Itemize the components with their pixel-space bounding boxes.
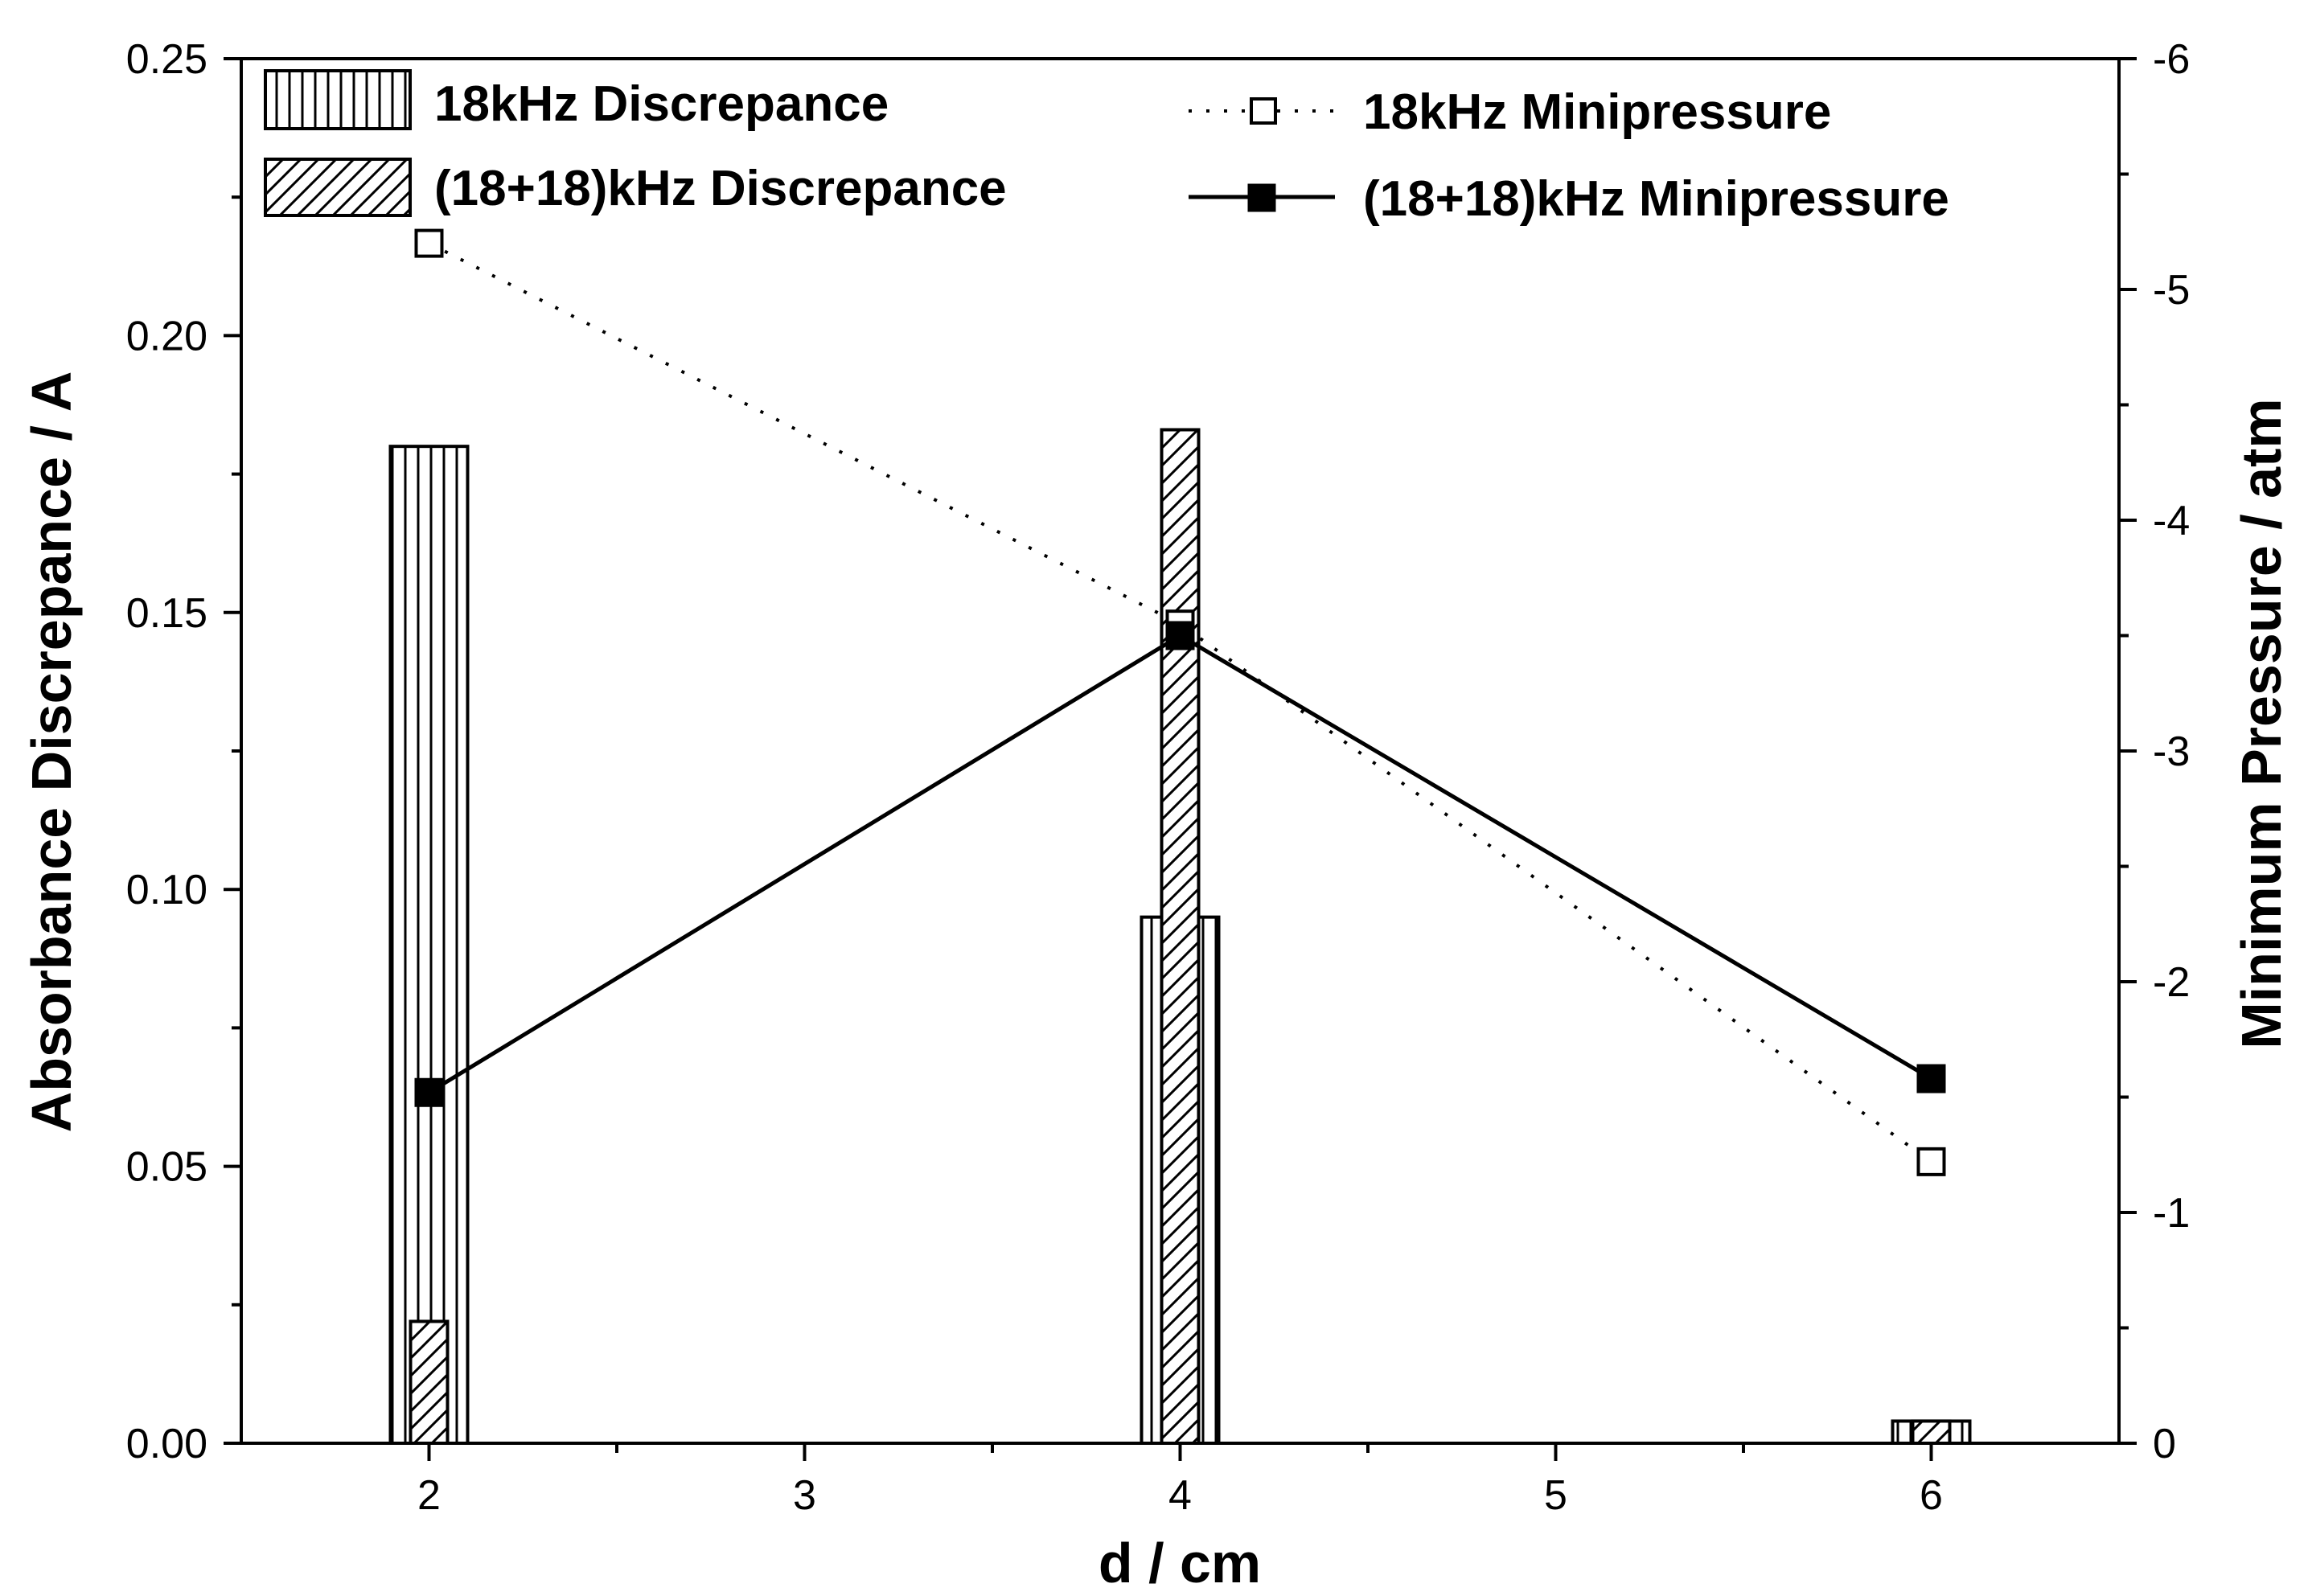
y-tick-label: 0.15 (126, 590, 207, 637)
y-tick-label: 0.20 (126, 313, 207, 359)
y2-axis-label: Minimum Pressure / atm (2230, 398, 2293, 1048)
marker-s0-x2 (414, 228, 444, 258)
y-axis-label: Absorbance Discrepance / A (20, 371, 83, 1133)
lines-layer (414, 228, 1946, 1176)
y2-tick-label: -5 (2153, 267, 2190, 314)
bar-s1-x4 (1160, 428, 1201, 1445)
y2-axis-ticks: 0 -1 -2 -3 -4 -5 -6 (2119, 36, 2190, 1467)
legend-marker-18-18khz-minipressure (1247, 183, 1276, 212)
y2-tick-label: -1 (2153, 1190, 2190, 1237)
legend-label-18-18khz-discrepance: (18+18)kHz Discrepance (434, 161, 1007, 216)
x-axis-label: d / cm (1099, 1532, 1261, 1594)
legend-label-18khz-minipressure: 18kHz Minipressure (1363, 84, 1831, 140)
legend-label-18khz-discrepance: 18kHz Discrepance (434, 76, 889, 132)
legend-label-18-18khz-minipressure: (18+18)kHz Minipressure (1363, 171, 1949, 227)
y2-tick-label: 0 (2153, 1421, 2176, 1467)
marker-s1-x2 (414, 1077, 444, 1107)
marker-s1-x6 (1916, 1064, 1946, 1093)
marker-s0-x6 (1916, 1147, 1946, 1176)
x-tick-label: 3 (793, 1472, 816, 1519)
legend-swatch-18-18khz-discrepance (264, 158, 412, 217)
bar-s1-x6 (1911, 1419, 1952, 1445)
y2-tick-label: -3 (2153, 728, 2190, 775)
x-tick-label: 2 (417, 1472, 441, 1519)
legend-swatch-18khz-discrepance (264, 69, 412, 130)
legend-marker-18khz-minipressure (1250, 97, 1277, 125)
bar-s0-x2 (388, 445, 470, 1445)
x-tick-label: 5 (1544, 1472, 1567, 1519)
y-tick-label: 0.05 (126, 1144, 207, 1191)
y-tick-label: 0.10 (126, 867, 207, 913)
y2-tick-label: -6 (2153, 36, 2190, 83)
x-tick-label: 6 (1920, 1472, 1943, 1519)
y-axis-ticks: 0.00 0.05 0.10 0.15 0.20 0.25 (126, 36, 241, 1467)
bars-layer (388, 428, 1972, 1445)
y-tick-label: 0.00 (126, 1421, 207, 1467)
y2-tick-label: -4 (2153, 498, 2190, 544)
legend: 18kHz Discrepance (18+18)kHz Discrepance… (264, 69, 1949, 227)
y-tick-label: 0.25 (126, 36, 207, 83)
x-tick-label: 4 (1168, 1472, 1192, 1519)
bar-s1-x2 (409, 1319, 450, 1445)
marker-s1-x4 (1165, 621, 1195, 650)
y2-tick-label: -2 (2153, 959, 2190, 1006)
x-axis-ticks: 2 3 4 5 6 (417, 1443, 1943, 1519)
